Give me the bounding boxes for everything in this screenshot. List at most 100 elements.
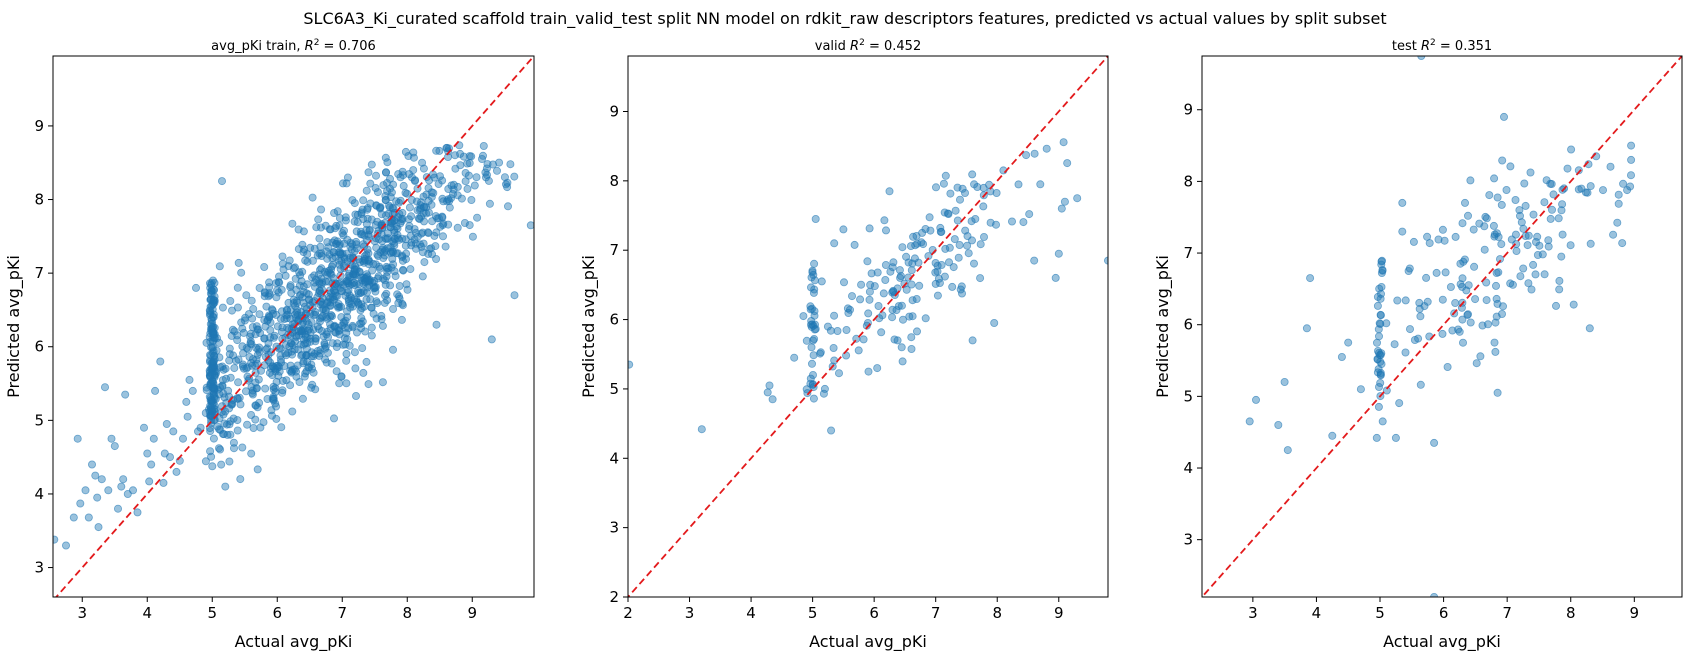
data-point: [352, 265, 361, 274]
data-point: [806, 374, 815, 383]
data-point: [1456, 280, 1465, 289]
y-tick-label: 9: [1183, 101, 1193, 119]
data-point: [206, 427, 215, 436]
data-point: [247, 449, 256, 458]
data-point: [401, 241, 410, 250]
data-point: [206, 295, 215, 304]
data-point: [1376, 310, 1385, 319]
data-point: [867, 269, 876, 278]
data-point: [823, 322, 832, 331]
data-point: [252, 384, 261, 393]
data-point: [968, 336, 977, 345]
y-tick-label: 9: [34, 117, 44, 135]
data-point: [246, 329, 255, 338]
data-point: [94, 523, 103, 532]
data-point: [253, 465, 262, 474]
data-point: [355, 319, 364, 328]
data-point: [337, 257, 346, 266]
data-point: [221, 482, 230, 491]
data-point: [1506, 279, 1515, 288]
data-point: [1491, 347, 1500, 356]
data-point: [485, 199, 494, 208]
data-point: [1022, 151, 1031, 160]
data-point: [963, 232, 972, 241]
data-point: [269, 333, 278, 342]
scatter-panel-2: 2 3 4 5 6 7 8 9 2 3 4 5 6 7 8 9 Actual avg_pKi Predicted …: [579, 38, 1109, 652]
data-point: [351, 364, 360, 373]
data-point: [333, 207, 342, 216]
x-tick-label: 8: [402, 604, 412, 622]
data-point: [1529, 210, 1538, 219]
data-point: [918, 228, 927, 237]
data-point: [303, 250, 312, 259]
data-point: [214, 444, 223, 453]
data-point: [260, 262, 269, 271]
data-point: [382, 262, 391, 271]
data-point: [802, 336, 811, 345]
data-point: [816, 349, 825, 358]
data-point: [1375, 332, 1384, 341]
data-point: [907, 344, 916, 353]
data-point: [1627, 171, 1636, 180]
data-point: [1438, 329, 1447, 338]
data-point: [1373, 292, 1382, 301]
data-point: [902, 285, 911, 294]
panel-title-prefix: valid: [815, 39, 850, 54]
y-axis-label: Predicted avg_pKi: [579, 255, 599, 398]
data-point: [1019, 218, 1028, 227]
panel-title: test R2 = 0.351: [1392, 38, 1492, 54]
data-point: [1423, 297, 1432, 306]
x-tick-label: 8: [1566, 604, 1576, 622]
data-point: [1538, 250, 1547, 259]
data-point: [215, 262, 224, 271]
x-tick-label: 2: [623, 604, 633, 622]
data-point: [383, 158, 392, 167]
data-point: [1569, 300, 1578, 309]
data-point: [238, 362, 247, 371]
data-point: [478, 151, 487, 160]
data-point: [253, 403, 262, 412]
data-point: [1398, 227, 1407, 236]
data-point: [253, 325, 262, 334]
data-point: [919, 240, 928, 249]
data-point: [212, 334, 221, 343]
data-point: [829, 343, 838, 352]
data-point: [367, 323, 376, 332]
data-point: [429, 188, 438, 197]
data-point: [281, 271, 290, 280]
data-point: [311, 307, 320, 316]
data-point: [628, 360, 634, 369]
data-point: [1434, 235, 1443, 244]
data-point: [456, 149, 465, 158]
data-point: [381, 168, 390, 177]
data-point: [1529, 260, 1538, 269]
data-point: [357, 304, 366, 313]
data-point: [395, 281, 404, 290]
data-point: [367, 331, 376, 340]
data-point: [371, 220, 380, 229]
x-tick-label: 4: [142, 604, 152, 622]
data-point: [368, 266, 377, 275]
data-point: [1515, 206, 1524, 215]
data-point: [807, 343, 816, 352]
data-point: [526, 221, 534, 230]
data-point: [229, 444, 238, 453]
data-point: [378, 321, 387, 330]
data-point: [419, 192, 428, 201]
data-point: [914, 258, 923, 267]
data-point: [1566, 241, 1575, 250]
data-point: [301, 256, 310, 265]
data-point: [1372, 433, 1381, 442]
data-point: [1485, 191, 1494, 200]
data-point: [209, 295, 218, 304]
data-point: [364, 168, 373, 177]
data-point: [1502, 185, 1511, 194]
data-point: [1496, 255, 1505, 264]
data-point: [899, 315, 908, 324]
y-tick-label: 6: [609, 311, 619, 329]
data-point: [218, 362, 227, 371]
data-point: [225, 344, 234, 353]
data-point: [1391, 433, 1400, 442]
data-point: [1466, 176, 1475, 185]
data-point: [1451, 232, 1460, 241]
